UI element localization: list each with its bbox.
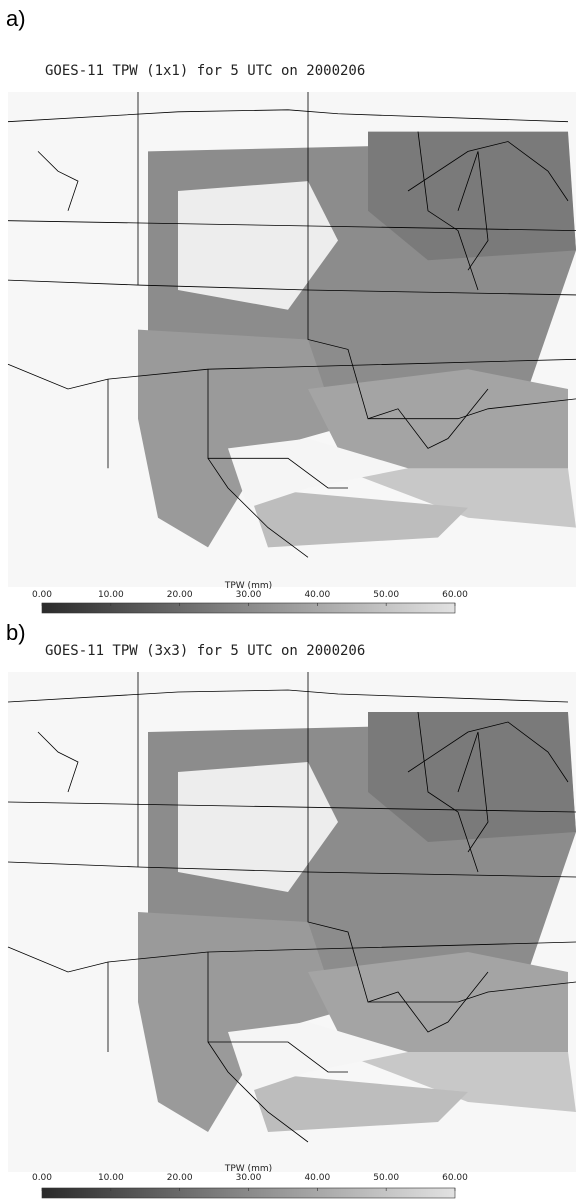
colorbar-tick-label: 50.00	[373, 590, 399, 600]
colorbar-tick-label: 30.00	[236, 1173, 262, 1183]
colorbar-tick-label: 60.00	[442, 1173, 468, 1183]
colorbar-tick-label: 20.00	[167, 1173, 193, 1183]
panel: a) GOES-11 TPW (1x1) for 5 UTC on 2000206…	[6, 6, 576, 613]
colorbar-tick-label: 0.00	[32, 1173, 52, 1183]
figure: a) GOES-11 TPW (1x1) for 5 UTC on 2000206…	[0, 0, 576, 1201]
map	[8, 672, 576, 1172]
map	[8, 92, 576, 587]
colorbar-tick-label: 50.00	[373, 1173, 399, 1183]
panel: b) GOES-11 TPW (3x3) for 5 UTC on 2000206…	[6, 620, 576, 1198]
colorbar-tick-label: 20.00	[167, 590, 193, 600]
panel-title: GOES-11 TPW (3x3) for 5 UTC on 2000206	[45, 643, 365, 659]
colorbar-tick-label: 10.00	[98, 1173, 124, 1183]
panel-label: a)	[6, 6, 26, 31]
colorbar-tick-label: 30.00	[236, 590, 262, 600]
panel-label: b)	[6, 620, 26, 645]
colorbar-tick-label: 40.00	[304, 590, 330, 600]
panel-title: GOES-11 TPW (1x1) for 5 UTC on 2000206	[45, 63, 365, 79]
colorbar-tick-label: 10.00	[98, 590, 124, 600]
colorbar-tick-label: 40.00	[304, 1173, 330, 1183]
colorbar-tick-label: 60.00	[442, 590, 468, 600]
colorbar-tick-label: 0.00	[32, 590, 52, 600]
